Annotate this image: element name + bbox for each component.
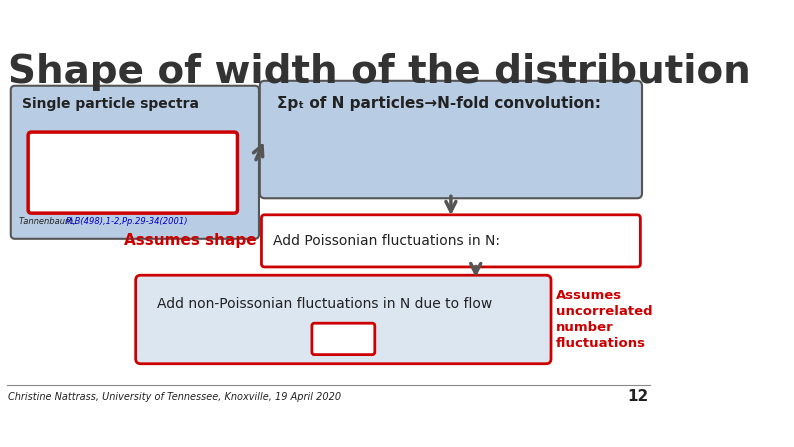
FancyBboxPatch shape	[11, 86, 259, 239]
FancyBboxPatch shape	[260, 81, 642, 198]
Text: Assumes shape: Assumes shape	[124, 233, 256, 249]
Text: PLB(498),1-2,Pp.29-34(2001): PLB(498),1-2,Pp.29-34(2001)	[66, 217, 189, 226]
FancyBboxPatch shape	[312, 323, 375, 354]
Text: Add non-Poissonian fluctuations in N due to flow: Add non-Poissonian fluctuations in N due…	[157, 297, 492, 311]
FancyBboxPatch shape	[28, 132, 237, 213]
FancyBboxPatch shape	[136, 275, 551, 364]
Text: Christine Nattrass, University of Tennessee, Knoxville, 19 April 2020: Christine Nattrass, University of Tennes…	[8, 392, 341, 402]
Text: Σpₜ of N particles→N-fold convolution:: Σpₜ of N particles→N-fold convolution:	[277, 96, 601, 111]
Text: Add Poissonian fluctuations in N:: Add Poissonian fluctuations in N:	[273, 234, 500, 248]
Text: 12: 12	[627, 389, 649, 405]
Text: Single particle spectra: Single particle spectra	[21, 97, 198, 110]
FancyBboxPatch shape	[261, 215, 641, 267]
Text: Tannenbaum,: Tannenbaum,	[19, 217, 79, 226]
Text: Assumes
uncorrelated
number
fluctuations: Assumes uncorrelated number fluctuations	[556, 289, 653, 350]
Text: Shape of width of the distribution: Shape of width of the distribution	[8, 53, 751, 91]
